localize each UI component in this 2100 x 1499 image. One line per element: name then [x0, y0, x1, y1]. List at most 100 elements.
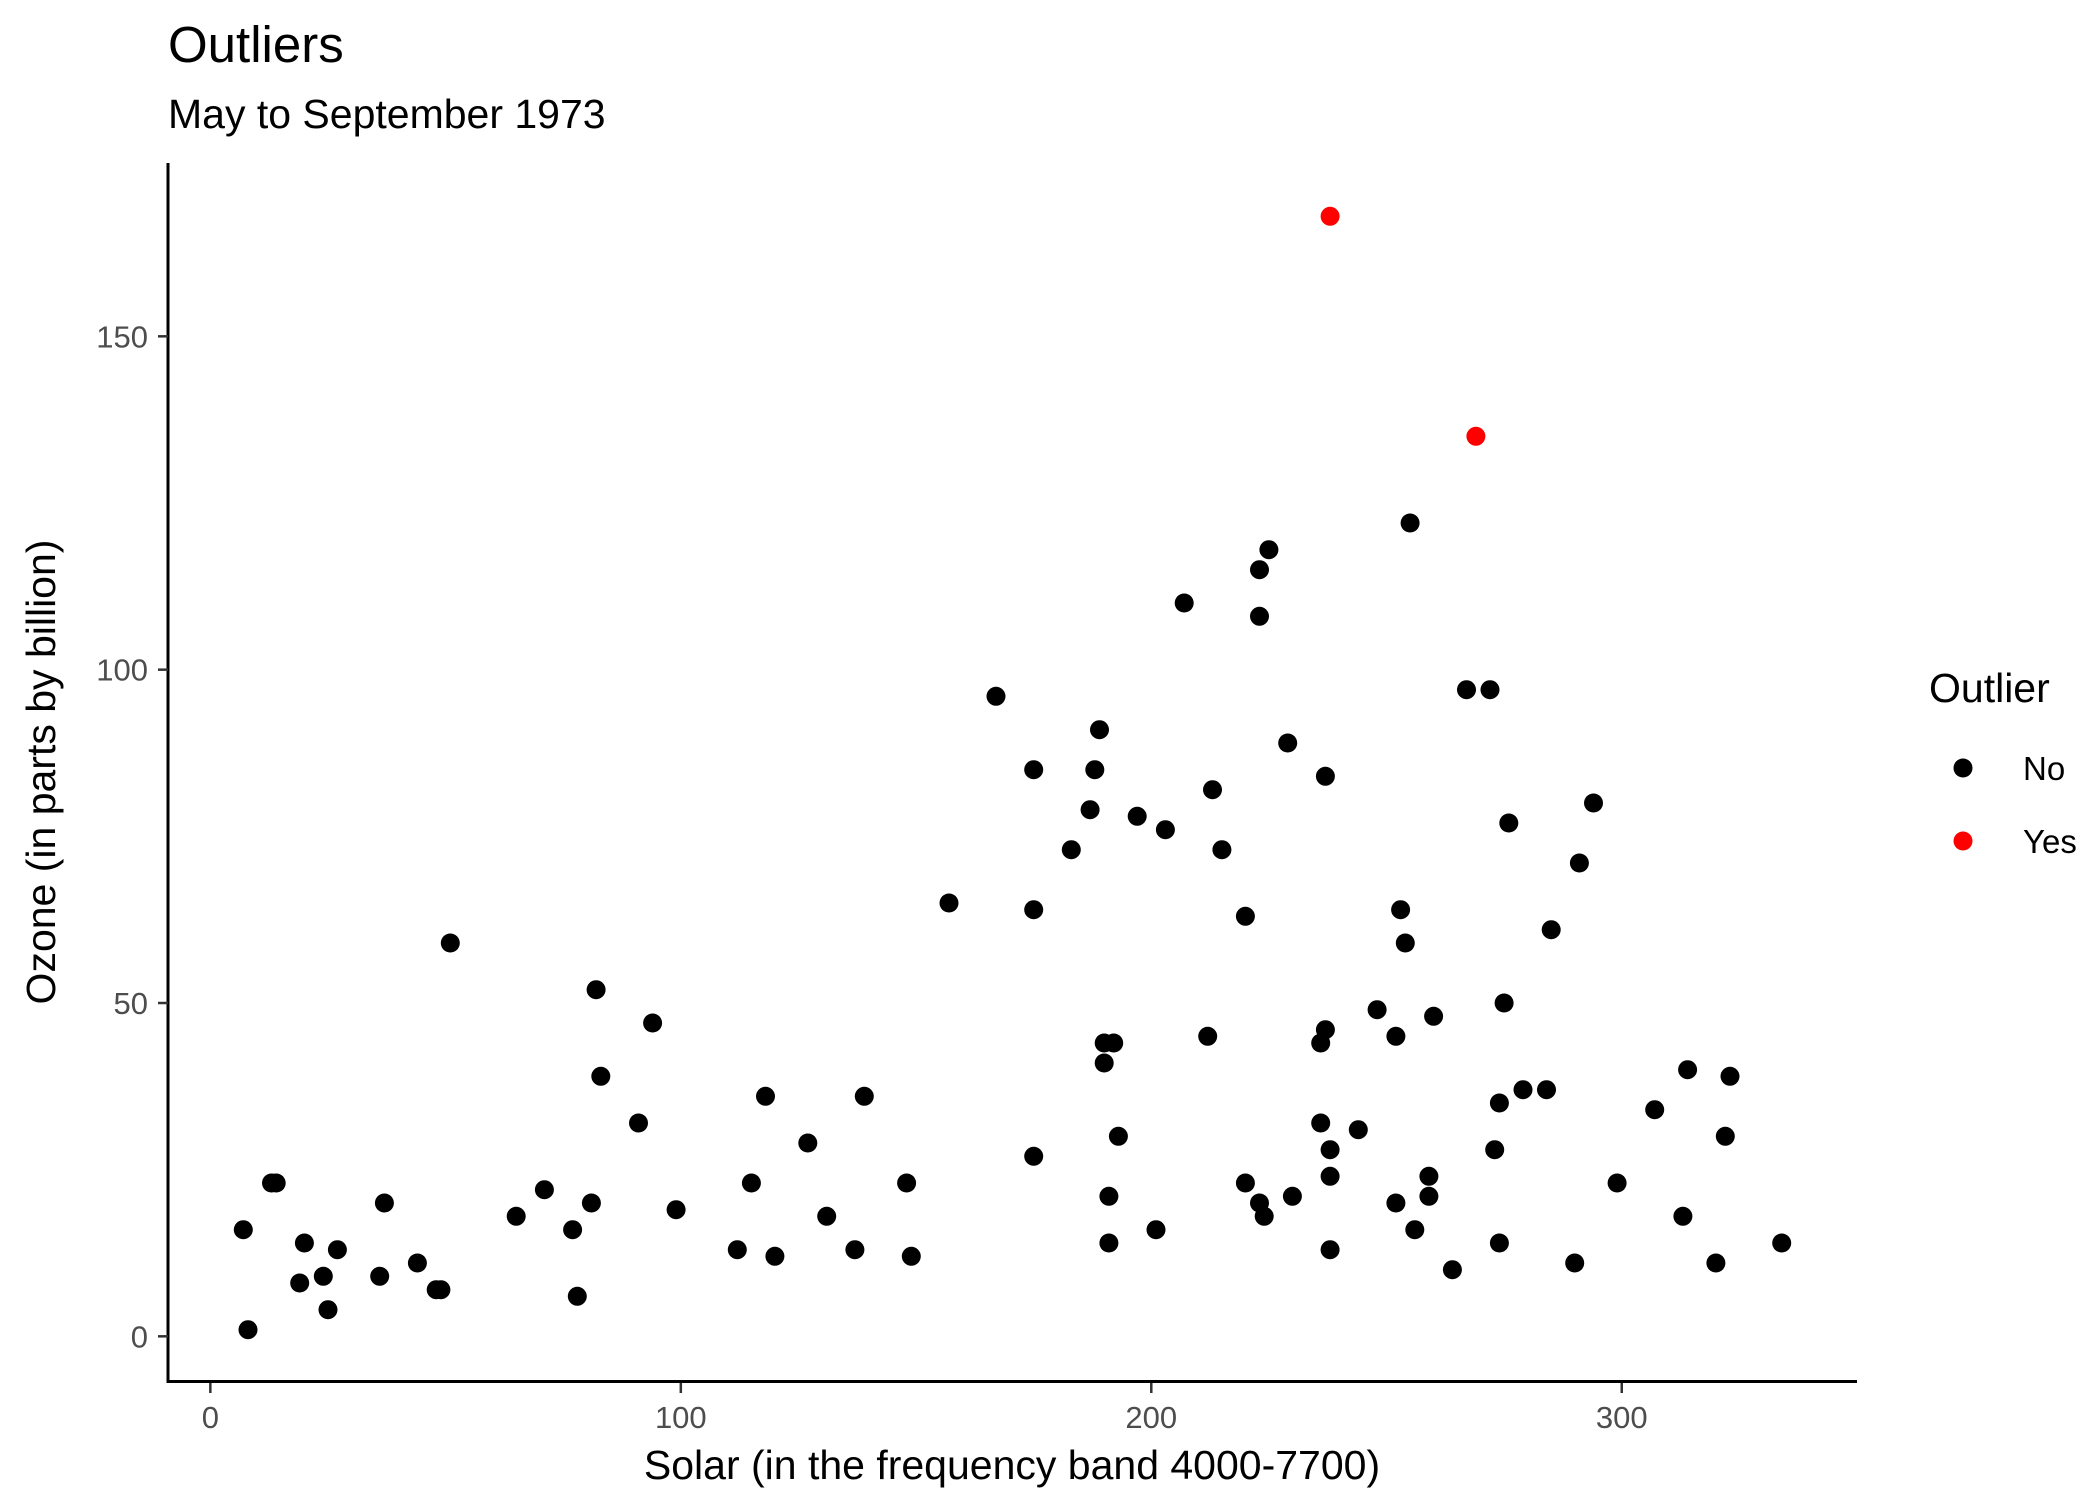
data-point-no-23: [643, 1013, 663, 1033]
legend: Outlier No Yes: [1929, 665, 2077, 860]
data-point-no-58: [1235, 1173, 1255, 1193]
data-point-no-48: [1104, 1033, 1124, 1053]
data-point-no-85: [1457, 680, 1476, 700]
data-point-no-55: [1203, 780, 1222, 800]
data-point-no-49: [1108, 1126, 1128, 1146]
data-point-no-33: [897, 1173, 917, 1193]
data-point-no-4: [290, 1273, 310, 1293]
data-point-no-34: [901, 1246, 921, 1266]
data-point-no-69: [1315, 1020, 1335, 1040]
data-point-no-47: [1099, 1233, 1119, 1253]
data-points: [233, 206, 1792, 1340]
data-point-no-77: [1391, 900, 1411, 920]
x-tick-label-200: 200: [1125, 1400, 1177, 1435]
data-point-no-53: [1174, 593, 1194, 613]
data-point-no-100: [1673, 1206, 1693, 1226]
data-point-no-105: [1772, 1233, 1792, 1253]
data-point-no-9: [370, 1266, 390, 1286]
data-point-no-78: [1395, 933, 1415, 953]
data-point-no-54: [1198, 1026, 1218, 1046]
data-point-no-31: [845, 1240, 865, 1260]
data-point-no-56: [1212, 840, 1232, 860]
data-point-no-81: [1419, 1166, 1439, 1186]
data-point-no-41: [1080, 800, 1100, 820]
data-point-no-103: [1715, 1126, 1735, 1146]
data-point-no-21: [591, 1066, 611, 1086]
data-point-no-38: [1024, 900, 1044, 920]
data-point-no-92: [1513, 1080, 1533, 1100]
data-point-no-43: [1090, 720, 1109, 740]
data-point-no-1: [238, 1320, 258, 1340]
data-point-no-27: [756, 1086, 775, 1106]
data-point-no-46: [1099, 1186, 1119, 1206]
data-point-no-36: [986, 686, 1006, 706]
data-point-no-29: [798, 1133, 818, 1153]
data-point-no-42: [1085, 760, 1105, 780]
x-axis-ticks: 0 100 200 300: [202, 1383, 1648, 1435]
legend-key-yes: [1953, 831, 1973, 851]
data-point-no-96: [1569, 853, 1589, 873]
legend-label-no: No: [2023, 750, 2065, 787]
data-point-no-95: [1565, 1253, 1585, 1273]
data-point-no-22: [629, 1113, 648, 1133]
data-point-no-99: [1645, 1100, 1665, 1120]
y-tick-label-150: 150: [96, 319, 148, 354]
data-point-no-26: [741, 1173, 761, 1193]
data-point-no-91: [1499, 813, 1519, 833]
data-point-no-75: [1386, 1026, 1406, 1046]
data-point-no-19: [581, 1193, 601, 1213]
data-point-no-80: [1405, 1220, 1425, 1240]
data-point-no-82: [1419, 1186, 1439, 1206]
data-point-yes-1: [1466, 426, 1486, 446]
data-point-no-28: [765, 1246, 785, 1266]
x-axis-title: Solar (in the frequency band 4000-7700): [644, 1442, 1380, 1488]
data-point-no-73: [1348, 1120, 1368, 1140]
data-point-no-79: [1400, 513, 1420, 533]
data-point-no-30: [817, 1206, 837, 1226]
data-point-no-74: [1367, 1000, 1387, 1020]
data-point-no-50: [1127, 806, 1147, 826]
x-tick-label-0: 0: [202, 1400, 219, 1435]
data-point-no-51: [1146, 1220, 1166, 1240]
data-point-no-15: [506, 1206, 526, 1226]
data-point-no-10: [374, 1193, 394, 1213]
y-axis-title: Ozone (in parts by billion): [18, 540, 64, 1005]
data-point-no-83: [1424, 1006, 1444, 1026]
data-point-no-17: [563, 1220, 583, 1240]
data-point-no-3: [266, 1173, 286, 1193]
y-tick-label-0: 0: [131, 1319, 148, 1354]
data-point-no-35: [939, 893, 959, 913]
data-point-no-52: [1155, 820, 1175, 840]
legend-key-no: [1953, 758, 1973, 778]
data-point-no-101: [1678, 1060, 1698, 1080]
data-point-no-37: [1024, 760, 1044, 780]
data-point-no-8: [327, 1240, 347, 1260]
data-point-no-16: [534, 1180, 554, 1200]
y-tick-label-50: 50: [114, 986, 148, 1021]
data-point-no-39: [1024, 1146, 1044, 1166]
chart-subtitle: May to September 1973: [168, 91, 606, 137]
data-point-no-87: [1485, 1140, 1505, 1160]
data-point-no-18: [567, 1286, 587, 1306]
data-point-no-72: [1320, 1240, 1340, 1260]
data-point-no-70: [1320, 1140, 1340, 1160]
data-point-no-64: [1278, 733, 1298, 753]
data-point-no-59: [1250, 560, 1269, 580]
y-tick-label-100: 100: [96, 653, 148, 688]
data-point-no-98: [1607, 1173, 1627, 1193]
data-point-no-84: [1442, 1260, 1462, 1280]
data-point-no-32: [854, 1086, 874, 1106]
data-point-no-86: [1480, 680, 1500, 700]
data-point-no-7: [318, 1300, 338, 1320]
data-point-no-89: [1489, 1233, 1509, 1253]
legend-label-yes: Yes: [2023, 823, 2077, 860]
data-point-no-11: [407, 1253, 427, 1273]
data-point-no-68: [1315, 766, 1335, 786]
data-point-no-76: [1386, 1193, 1406, 1213]
data-point-no-25: [727, 1240, 747, 1260]
data-point-no-6: [313, 1266, 333, 1286]
data-point-no-104: [1720, 1066, 1740, 1086]
data-point-no-88: [1489, 1093, 1509, 1113]
data-point-no-13: [431, 1280, 451, 1300]
